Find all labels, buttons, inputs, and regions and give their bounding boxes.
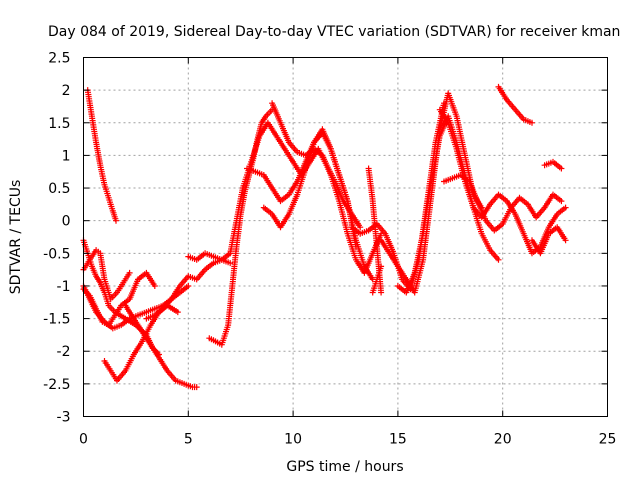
x-axis-label: GPS time / hours — [286, 459, 403, 475]
y-tick-label: 0.5 — [48, 181, 70, 197]
series-arc-17 — [369, 263, 385, 296]
y-tick-label: -0.5 — [43, 246, 70, 262]
y-tick-label: -1 — [57, 279, 71, 295]
y-tick-label: -2 — [57, 344, 71, 360]
marker-path — [529, 224, 569, 257]
x-tick-label: 25 — [599, 432, 617, 448]
series-arc-14 — [269, 100, 385, 276]
x-tick-label: 5 — [184, 432, 193, 448]
y-tick-label: 2 — [62, 83, 71, 99]
y-tick-label: 1 — [62, 148, 71, 164]
series-arc-23 — [529, 224, 569, 257]
tick-labels: 0 5 10 15 20 25 -3 -2.5 -2 -1.5 -1 -0.5 0 0.5 1 1.5 2 2.5 — [43, 51, 616, 448]
chart-title: Day 084 of 2019, Sidereal Day-to-day VTE… — [48, 24, 620, 40]
series-arc-9 — [185, 250, 234, 267]
series-arc-20 — [436, 106, 569, 257]
series-arc-22 — [495, 83, 535, 126]
y-tick-label: -1.5 — [43, 312, 70, 328]
y-tick-label: 2.5 — [48, 51, 70, 67]
data-series — [80, 83, 569, 391]
marker-path — [369, 263, 385, 296]
marker-path — [269, 100, 385, 276]
axis-ticks — [83, 57, 608, 417]
x-tick-label: 15 — [389, 432, 407, 448]
y-tick-label: 0 — [62, 214, 71, 230]
marker-path — [185, 250, 234, 267]
marker-path — [495, 83, 535, 126]
plot-frame — [83, 57, 608, 417]
series-arc-21 — [441, 172, 565, 234]
y-tick-label: 1.5 — [48, 116, 70, 132]
marker-path — [541, 158, 565, 172]
y-axis-label: SDTVAR / TECUs — [8, 180, 24, 295]
marker-path — [122, 302, 200, 391]
y-tick-label: -3 — [57, 410, 71, 426]
x-tick-label: 20 — [494, 432, 512, 448]
marker-path — [441, 172, 565, 234]
x-tick-label: 10 — [284, 432, 302, 448]
marker-path — [436, 106, 569, 257]
series-arc-7 — [122, 302, 200, 391]
x-tick-label: 0 — [79, 432, 88, 448]
y-tick-label: -2.5 — [43, 377, 70, 393]
series-arc-24 — [541, 158, 565, 172]
